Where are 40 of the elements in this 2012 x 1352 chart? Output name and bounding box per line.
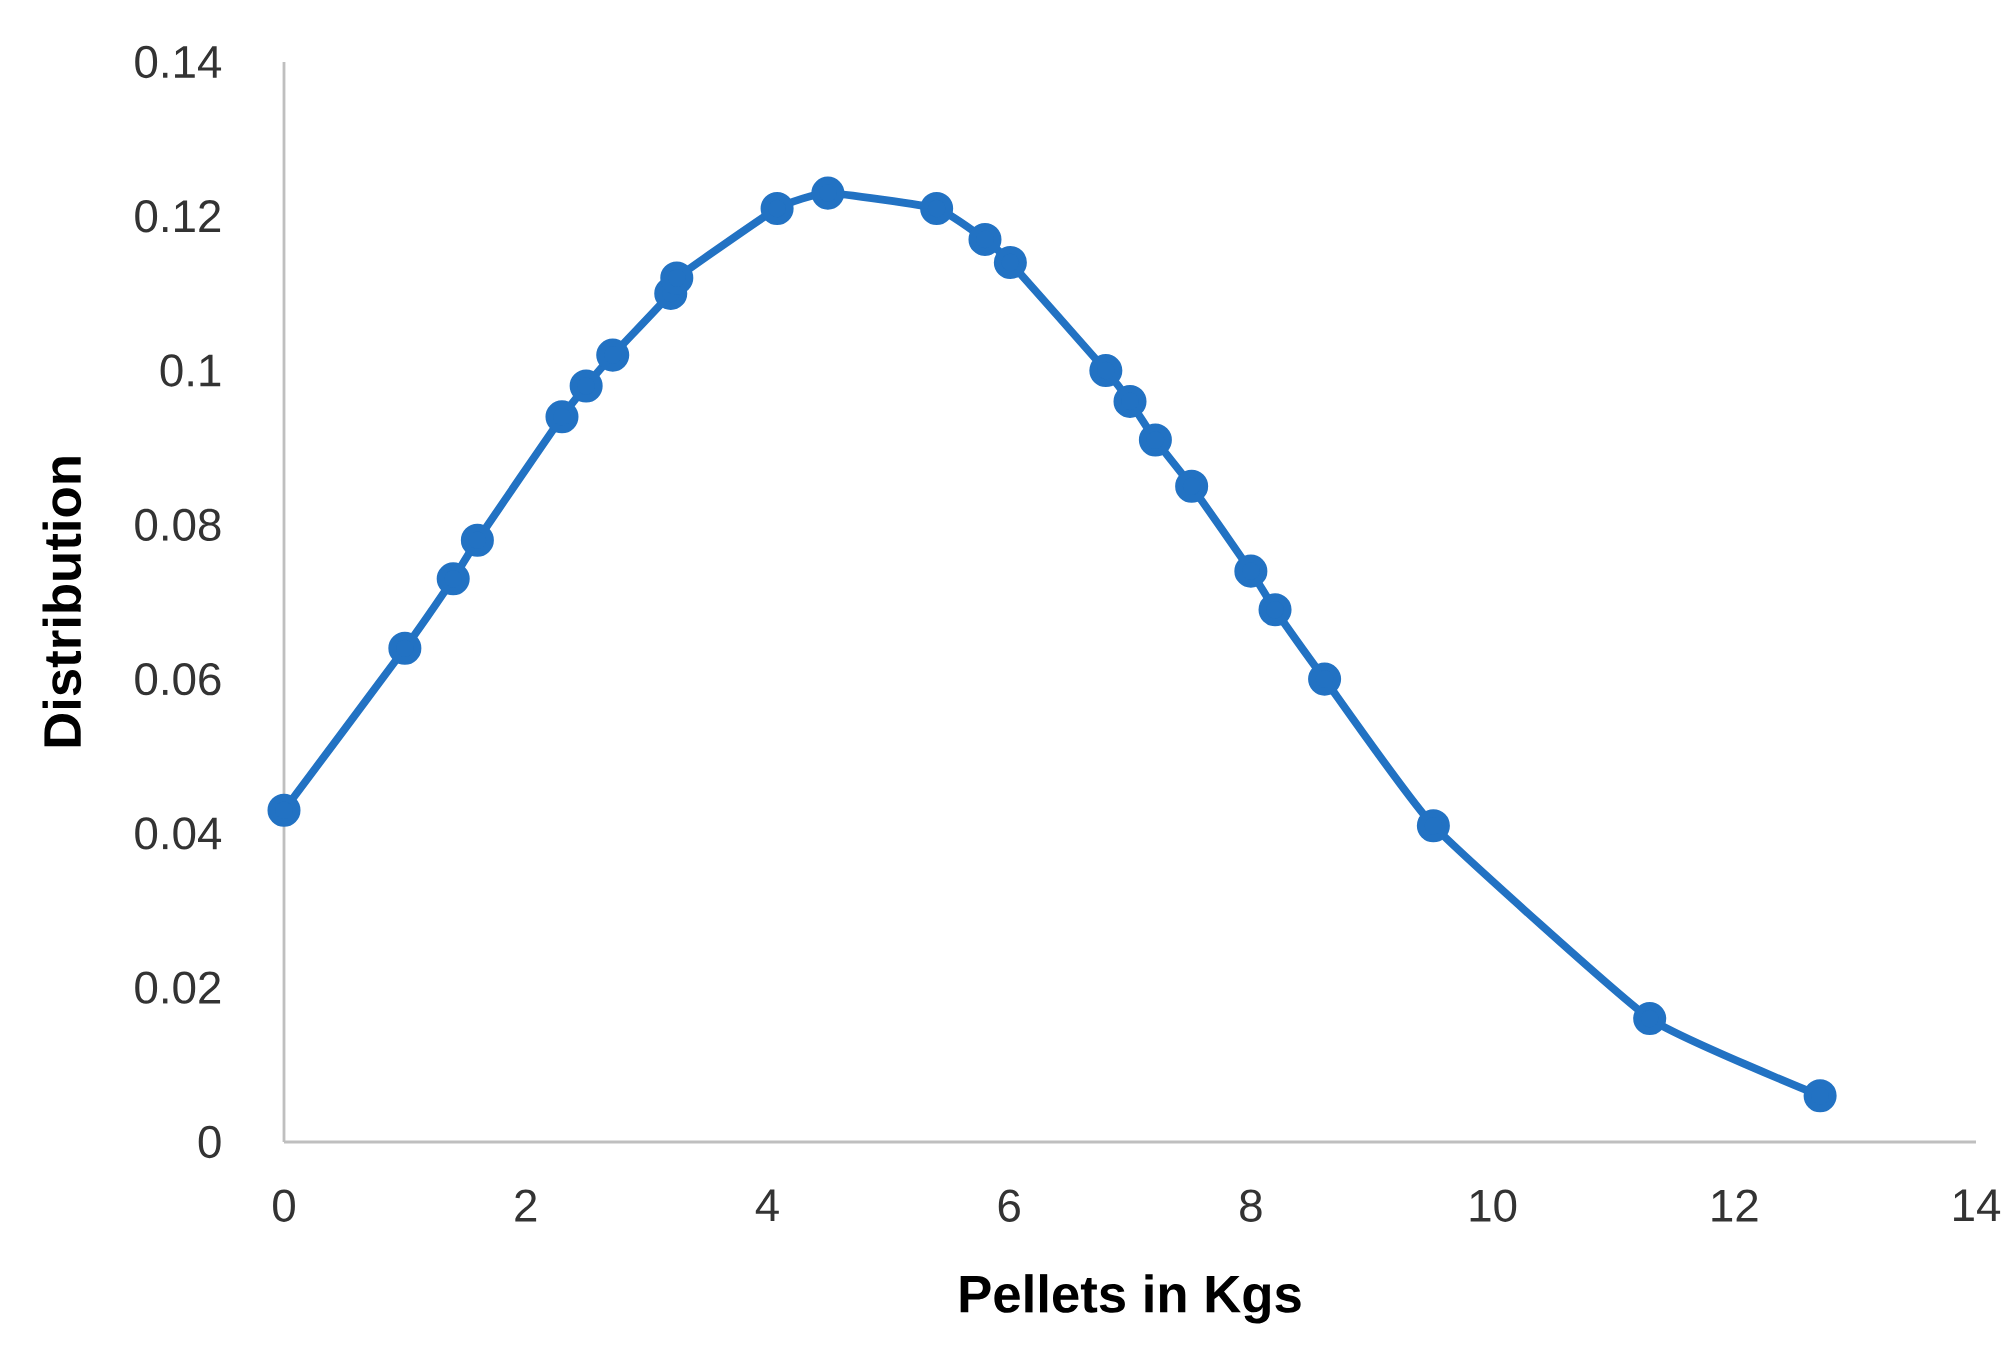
y-tick-label: 0 [198,1125,221,1159]
y-tick-label: 0.12 [135,200,221,233]
point [1633,1002,1667,1036]
y-tick-label: 0.06 [135,662,221,696]
point [993,246,1027,280]
point [388,631,422,665]
y-tick-label: 0.08 [135,508,221,542]
y-tick-label: 0.14 [135,45,222,79]
x-tick-label: 6 [998,1189,1020,1222]
point [1416,809,1450,843]
x-axis-title: Pellets in Kgs [960,1274,1301,1324]
point [436,562,470,596]
point [596,338,630,372]
point [920,192,954,226]
y-axis-title: Distribution [42,457,82,747]
point [1113,384,1147,418]
x-tick-label: 4 [755,1189,779,1221]
point [1234,554,1268,588]
point [1258,593,1292,627]
x-tick-label: 8 [1240,1189,1262,1222]
point [1138,423,1172,457]
y-tick-label: 0.1 [160,354,221,387]
y-tick-label: 0.02 [135,971,221,1004]
point [1175,469,1209,503]
x-tick-label: 14 [1954,1189,2001,1221]
x-tick-label: 2 [515,1189,537,1222]
point [545,400,579,434]
point [569,369,603,403]
y-tick-label: 0.04 [135,817,222,850]
point [460,523,494,557]
point [1803,1079,1837,1113]
point [267,793,301,827]
point [1308,662,1342,696]
x-tick-label: 12 [1712,1189,1758,1222]
x-tick-label: 0 [273,1189,295,1222]
point [1089,354,1123,388]
point [760,192,794,226]
point [811,176,845,210]
x-tick-label: 10 [1470,1189,1517,1222]
point [968,222,1002,256]
